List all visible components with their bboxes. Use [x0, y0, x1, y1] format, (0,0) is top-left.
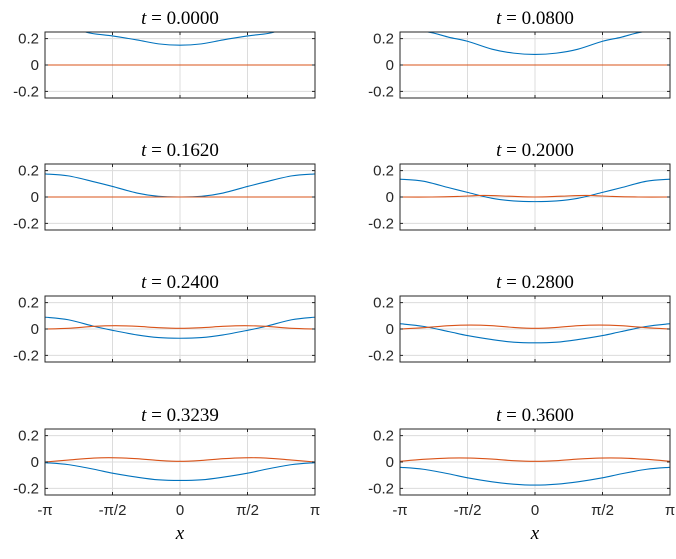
subplot-title: t = 0.0000	[141, 8, 219, 29]
y-tick-label: -0.2	[13, 83, 39, 100]
y-tick-label: 0	[386, 189, 394, 206]
series-line-1	[400, 323, 670, 344]
subplot-6: 0.2 0 -0.2 t = 0.2800	[368, 272, 671, 364]
series-line-2	[45, 325, 315, 330]
y-tick-label: 0.2	[373, 428, 394, 445]
y-tick-label: 0.2	[18, 428, 39, 445]
y-tick-label: -0.2	[368, 480, 394, 497]
subplot-title: t = 0.1620	[141, 140, 219, 161]
x-tick-label: 0	[176, 502, 184, 519]
subplot-3: 0.2 0 -0.2 t = 0.1620	[13, 140, 316, 232]
series-line-2	[400, 324, 670, 330]
x-tick-label: π	[310, 502, 320, 519]
subplot-7: 0.2 0 -0.2 -π -π/2 0 π/2 π x t = 0.3239	[13, 405, 320, 544]
series-line-1	[421, 32, 649, 55]
series-line-1	[45, 462, 315, 482]
x-tick-label: π/2	[591, 502, 614, 519]
y-tick-label: 0	[31, 189, 39, 206]
y-tick-label: -0.2	[13, 480, 39, 497]
y-tick-label: 0.2	[373, 295, 394, 312]
y-tick-label: -0.2	[13, 215, 39, 232]
y-tick-label: 0	[386, 321, 394, 338]
y-tick-label: 0	[31, 321, 39, 338]
series-line-2	[400, 457, 670, 462]
subplot-title: t = 0.2000	[496, 140, 574, 161]
subplot-title: t = 0.3600	[496, 405, 574, 426]
y-tick-label: 0	[31, 57, 39, 74]
y-tick-label: 0	[31, 454, 39, 471]
subplot-title: t = 0.2800	[496, 272, 574, 293]
series-line-1	[83, 32, 277, 46]
subplot-4: 0.2 0 -0.2 t = 0.2000	[368, 140, 671, 232]
y-tick-label: 0.2	[373, 163, 394, 180]
series-line-1	[400, 466, 670, 486]
subplot-2: 0.2 0 -0.2 t = 0.0800	[368, 8, 671, 100]
x-tick-label: π	[665, 502, 675, 519]
x-tick-label: -π	[392, 502, 407, 519]
y-tick-label: 0	[386, 454, 394, 471]
subplot-1: 0.2 0 -0.2 t = 0.0000	[13, 8, 316, 100]
series-line-1	[400, 178, 670, 203]
x-tick-label: 0	[531, 502, 539, 519]
y-tick-label: -0.2	[368, 83, 394, 100]
y-tick-label: 0.2	[18, 163, 39, 180]
subplot-title: t = 0.0800	[496, 8, 574, 29]
y-tick-label: -0.2	[13, 347, 39, 364]
x-tick-label: -π/2	[454, 502, 482, 519]
subplot-title: t = 0.3239	[141, 405, 219, 426]
series-line-2	[45, 457, 315, 463]
y-tick-label: -0.2	[368, 347, 394, 364]
x-tick-label: -π/2	[99, 502, 127, 519]
y-tick-label: 0	[386, 57, 394, 74]
x-axis-label: x	[530, 523, 540, 544]
x-axis-label: x	[175, 523, 185, 544]
subplot-8: 0.2 0 -0.2 -π -π/2 0 π/2 π x t = 0.3600	[368, 405, 675, 544]
y-tick-label: 0.2	[18, 295, 39, 312]
y-tick-label: 0.2	[373, 31, 394, 48]
subplot-title: t = 0.2400	[141, 272, 219, 293]
series-line-2	[400, 194, 670, 198]
y-tick-label: 0.2	[18, 31, 39, 48]
y-tick-label: -0.2	[368, 215, 394, 232]
x-tick-label: π/2	[236, 502, 259, 519]
subplot-5: 0.2 0 -0.2 t = 0.2400	[13, 272, 316, 364]
x-tick-label: -π	[37, 502, 52, 519]
